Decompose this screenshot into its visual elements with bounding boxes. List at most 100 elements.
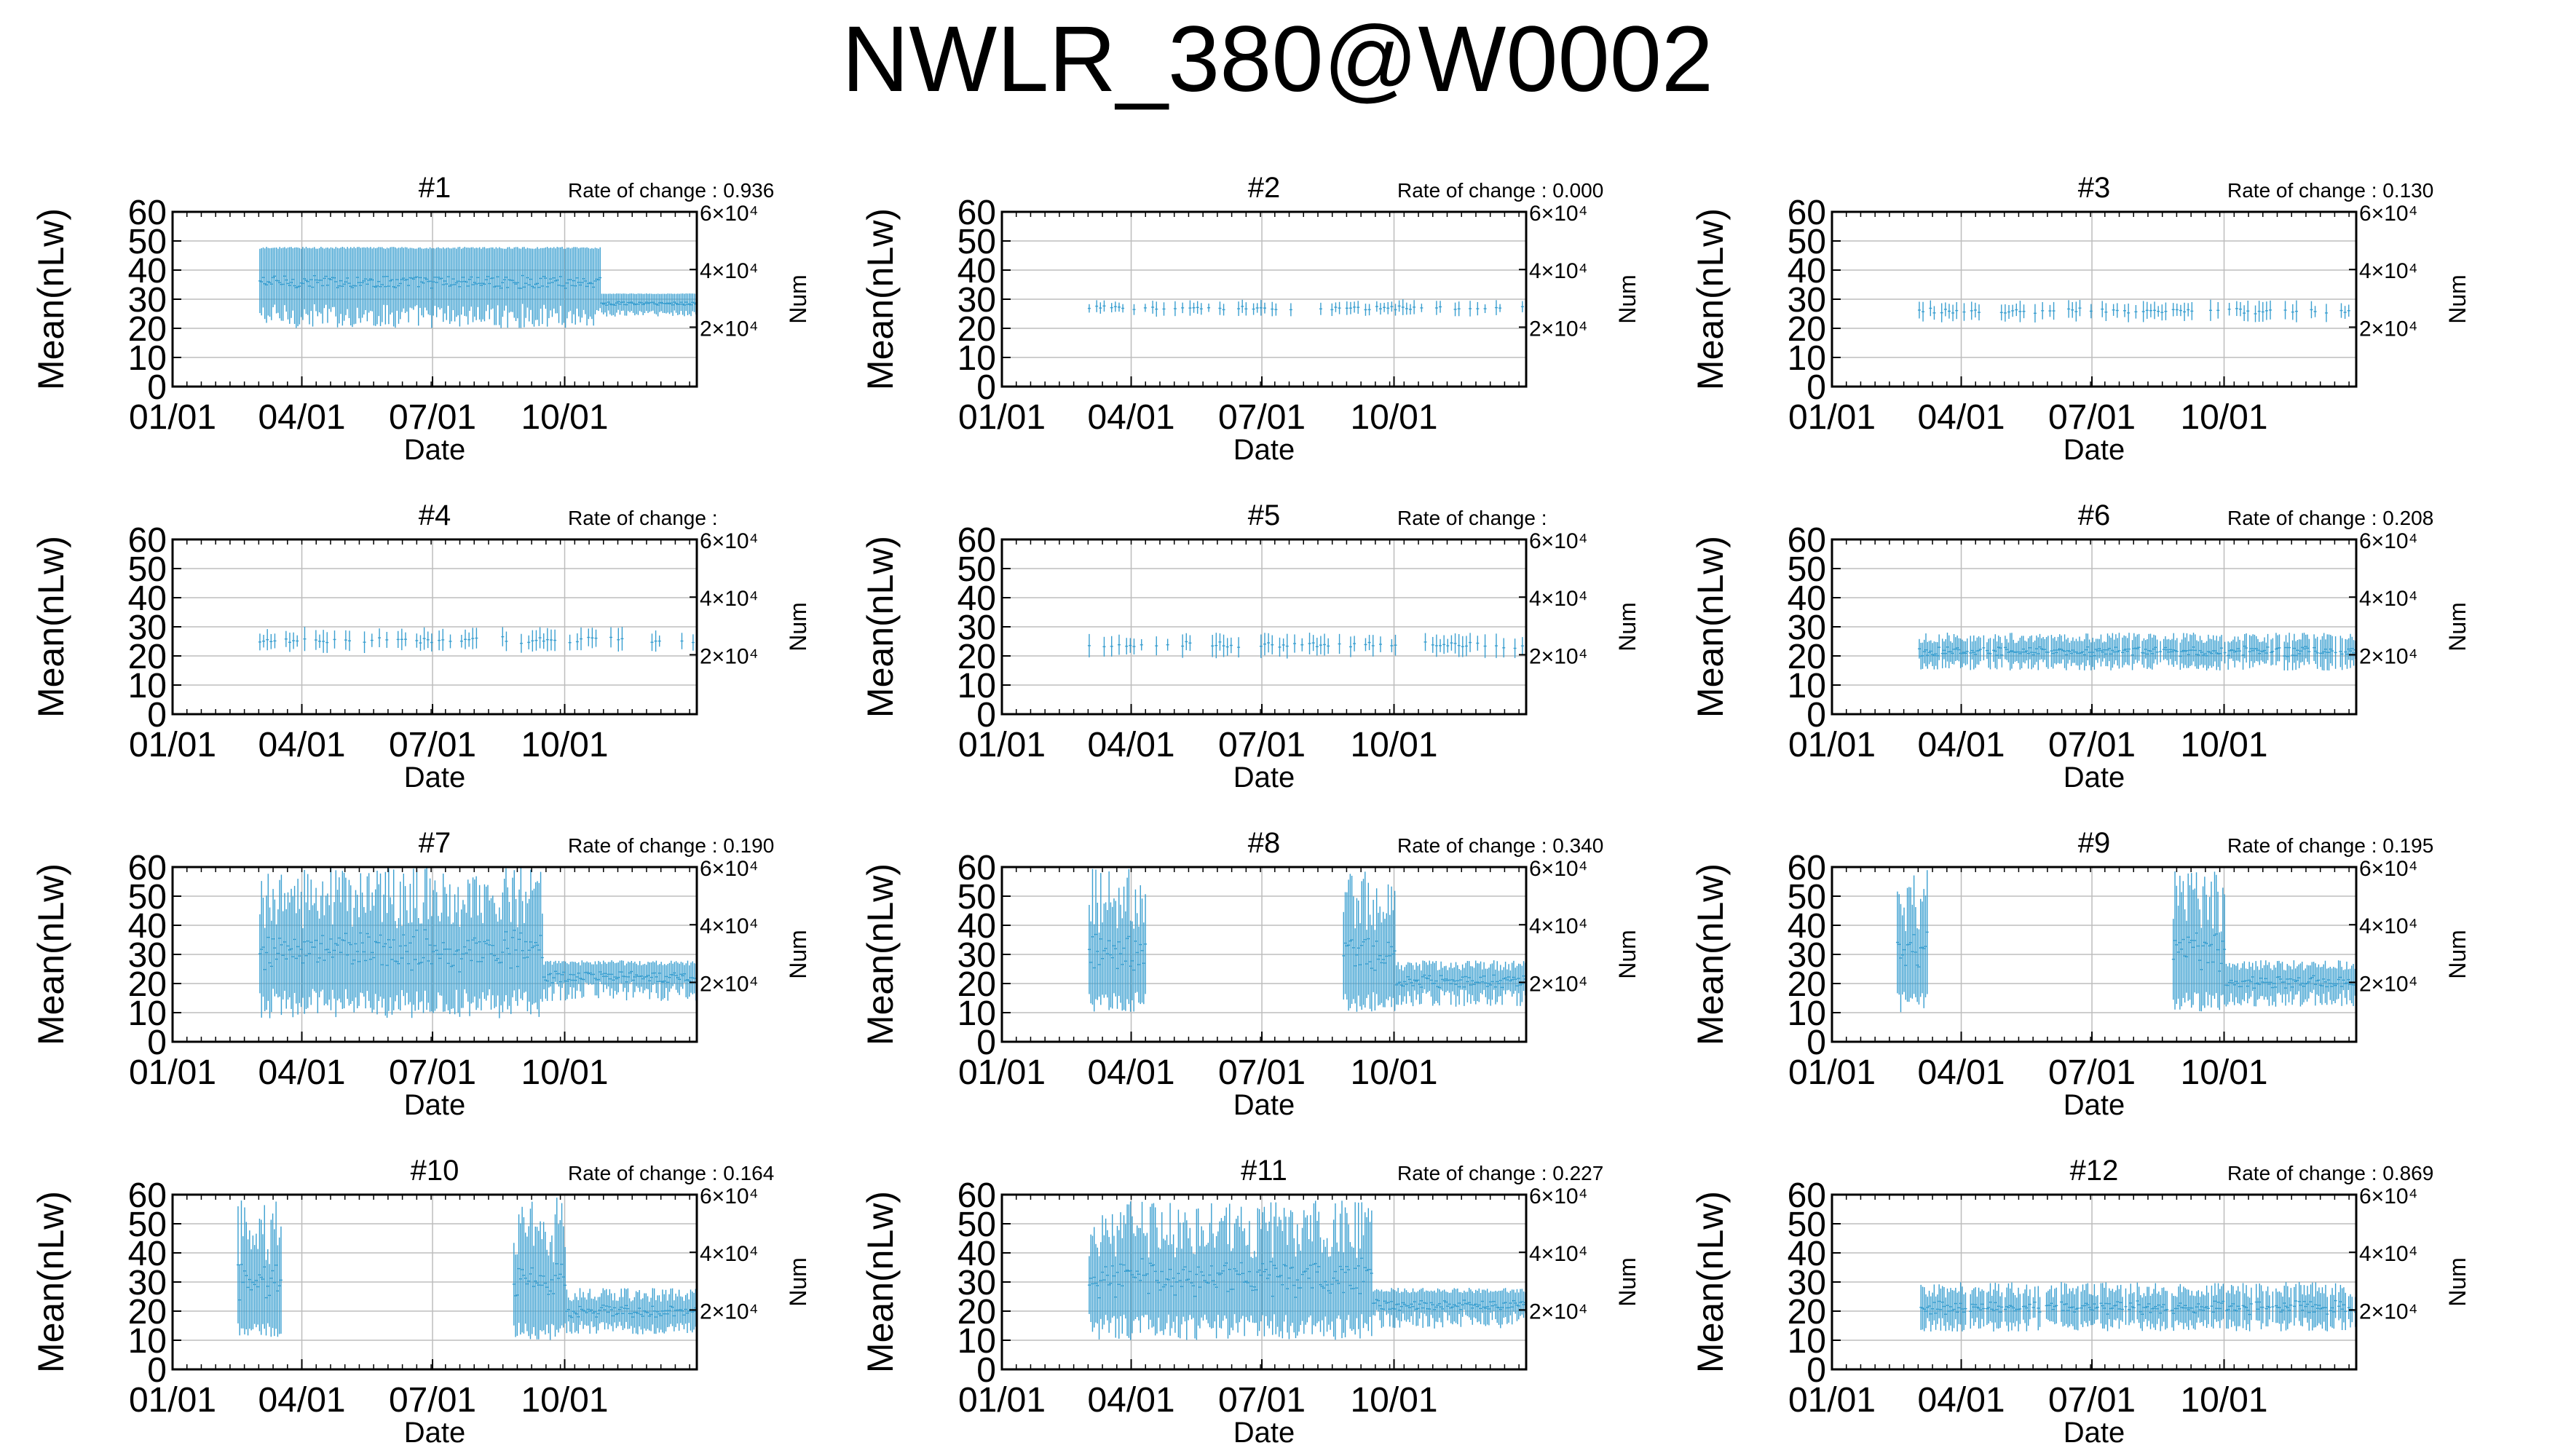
y-tick-label-right: 6×10⁴ — [1529, 202, 1587, 226]
y-tick-label-right: 4×10⁴ — [700, 587, 758, 611]
x-axis-label: Date — [2064, 434, 2125, 466]
y-tick-label-right: 4×10⁴ — [700, 1242, 758, 1266]
y-tick-label: 60 — [957, 849, 996, 887]
y-tick-label: 50 — [128, 878, 167, 917]
data-series — [258, 627, 695, 653]
x-axis-label: Date — [1233, 1417, 1295, 1449]
y-tick-label-right: 6×10⁴ — [2359, 202, 2417, 226]
y-tick-label-right: 2×10⁴ — [700, 972, 758, 996]
y-tick-label-right: 4×10⁴ — [1529, 914, 1587, 938]
y-tick-label: 60 — [1788, 521, 1826, 560]
y-tick-label-right: 2×10⁴ — [1529, 317, 1587, 341]
x-tick-label: 04/01 — [1087, 1381, 1174, 1420]
y-axis-label-left: Mean(nLw) — [31, 863, 71, 1045]
y-tick-label: 0 — [1806, 1024, 1826, 1062]
y-tick-label: 10 — [128, 339, 167, 378]
x-axis-label: Date — [1233, 761, 1295, 794]
y-tick-label: 10 — [1788, 339, 1826, 378]
y-tick-label-right: 6×10⁴ — [2359, 857, 2417, 881]
y-tick-label: 50 — [957, 223, 996, 261]
x-tick-label: 07/01 — [1218, 1381, 1306, 1420]
x-tick-label: 07/01 — [2048, 398, 2136, 437]
y-tick-label: 0 — [147, 1024, 167, 1062]
y-tick-label-right: 2×10⁴ — [1529, 972, 1587, 996]
y-tick-label-right: 2×10⁴ — [700, 1299, 758, 1324]
y-tick-label-right: 2×10⁴ — [1529, 644, 1587, 668]
y-tick-label: 0 — [976, 1351, 996, 1390]
y-tick-label: 0 — [976, 696, 996, 735]
x-tick-label: 04/01 — [1917, 1053, 2005, 1092]
y-tick-label-right: 6×10⁴ — [1529, 1184, 1587, 1208]
x-axis-label: Date — [1233, 1089, 1295, 1121]
y-tick-label: 0 — [976, 368, 996, 407]
y-tick-label: 60 — [957, 521, 996, 560]
x-axis-label: Date — [2064, 761, 2125, 794]
y-axis-label-right: Num — [1614, 274, 1640, 324]
y-tick-label: 60 — [1788, 849, 1826, 887]
y-tick-label: 50 — [957, 878, 996, 917]
x-tick-label: 10/01 — [521, 1053, 608, 1092]
y-axis-label-right: Num — [2444, 602, 2471, 652]
y-tick-label-right: 6×10⁴ — [1529, 529, 1587, 553]
y-tick-label-right: 4×10⁴ — [2359, 587, 2417, 611]
x-tick-label: 07/01 — [2048, 1053, 2136, 1092]
x-tick-label: 07/01 — [1218, 726, 1306, 764]
data-series — [1919, 1282, 2356, 1332]
y-tick-label-right: 6×10⁴ — [2359, 529, 2417, 553]
y-tick-label: 10 — [1788, 994, 1826, 1033]
x-tick-label: 10/01 — [1350, 398, 1437, 437]
rate-of-change: Rate of change : 0.208 — [2227, 507, 2433, 529]
x-tick-label: 10/01 — [1350, 726, 1437, 764]
x-tick-label: 01/01 — [129, 398, 216, 437]
y-tick-label: 30 — [1788, 609, 1826, 647]
x-axis-label: Date — [404, 434, 466, 466]
panel-title: #11 — [1241, 1155, 1287, 1187]
x-tick-label: 10/01 — [521, 398, 608, 437]
y-tick-label: 30 — [128, 1264, 167, 1302]
y-axis-label-left: Mean(nLw) — [31, 536, 71, 718]
data-series — [1895, 870, 2356, 1013]
y-tick-label-right: 4×10⁴ — [700, 259, 758, 283]
panel-title: #6 — [2078, 499, 2111, 531]
y-tick-label: 40 — [128, 907, 167, 946]
y-tick-label: 40 — [957, 1235, 996, 1273]
x-tick-label: 04/01 — [258, 726, 345, 764]
y-tick-label: 30 — [1788, 281, 1826, 320]
y-axis-label-left: Mean(nLw) — [860, 1191, 901, 1373]
panel-title: #9 — [2078, 827, 2111, 859]
y-tick-label: 50 — [1788, 223, 1826, 261]
y-tick-label: 0 — [147, 368, 167, 407]
x-tick-label: 01/01 — [958, 1053, 1046, 1092]
x-tick-label: 10/01 — [2180, 726, 2267, 764]
rate-of-change: Rate of change : 0.130 — [2227, 179, 2433, 202]
x-tick-label: 07/01 — [389, 398, 476, 437]
y-tick-label-right: 2×10⁴ — [2359, 317, 2417, 341]
y-tick-label: 50 — [1788, 878, 1826, 917]
y-tick-label-right: 4×10⁴ — [1529, 259, 1587, 283]
y-axis-label-left: Mean(nLw) — [860, 863, 901, 1045]
panel-title: #3 — [2078, 172, 2111, 204]
y-tick-label: 10 — [1788, 667, 1826, 705]
y-tick-label: 50 — [1788, 550, 1826, 589]
rate-of-change: Rate of change : 0.164 — [568, 1162, 774, 1184]
y-tick-label: 10 — [957, 1322, 996, 1361]
y-tick-label-right: 6×10⁴ — [700, 529, 758, 553]
y-axis-label-left: Mean(nLw) — [31, 208, 71, 390]
y-tick-label: 20 — [128, 638, 167, 676]
panel-title: #7 — [419, 827, 451, 859]
y-tick-label: 40 — [128, 579, 167, 618]
y-tick-label-right: 4×10⁴ — [1529, 587, 1587, 611]
y-tick-label: 20 — [957, 638, 996, 676]
x-tick-label: 10/01 — [2180, 398, 2267, 437]
y-axis-label-left: Mean(nLw) — [1690, 863, 1731, 1045]
panel-title: #1 — [419, 172, 451, 204]
y-tick-label: 60 — [1788, 194, 1826, 232]
x-tick-label: 04/01 — [258, 398, 345, 437]
x-tick-label: 04/01 — [1087, 398, 1174, 437]
data-series — [1087, 633, 1524, 659]
